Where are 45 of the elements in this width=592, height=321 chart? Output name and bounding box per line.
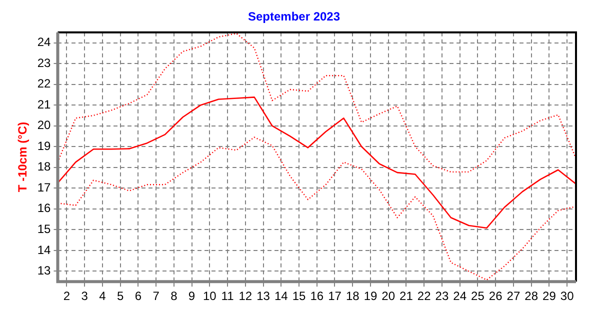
x-tick-label: 7 — [152, 289, 160, 304]
x-tick-label: 22 — [417, 289, 432, 304]
y-tick-label: 16 — [37, 201, 52, 216]
line-series — [58, 136, 576, 281]
x-tick-label: 13 — [256, 289, 270, 304]
x-tick-label: 17 — [328, 289, 342, 304]
y-tick-label: 14 — [37, 242, 52, 257]
x-tick-label: 30 — [560, 289, 574, 304]
x-tick-label: 3 — [81, 289, 88, 304]
x-tick-label: 27 — [506, 289, 520, 304]
y-axis-title: T -10cm (°C) — [16, 122, 30, 192]
x-tick-label: 16 — [310, 289, 324, 304]
y-tick-label: 15 — [37, 222, 52, 236]
y-tick-label: 17 — [37, 180, 52, 194]
x-tick-label: 18 — [346, 289, 360, 304]
x-tick-label: 11 — [221, 289, 234, 304]
x-tick-label: 8 — [170, 289, 178, 304]
x-tick-label: 12 — [238, 289, 252, 304]
x-tick-label: 25 — [471, 289, 485, 304]
y-tick-label: 24 — [37, 35, 52, 50]
y-tick-label: 13 — [37, 264, 52, 278]
x-tick-label: 15 — [292, 289, 306, 304]
x-tick-label: 23 — [435, 289, 449, 304]
x-tick-label: 5 — [116, 289, 124, 304]
x-tick-label: 6 — [134, 289, 142, 304]
x-tick-label: 9 — [188, 289, 196, 304]
x-tick-label: 26 — [488, 289, 503, 304]
y-tick-label: 19 — [37, 138, 52, 153]
x-tick-label: 28 — [524, 289, 538, 304]
x-tick-label: 20 — [382, 289, 396, 304]
x-tick-label: 29 — [542, 289, 556, 304]
x-tick-label: 2 — [63, 289, 70, 304]
y-tick-label: 20 — [37, 118, 52, 132]
y-tick-label: 23 — [37, 56, 52, 70]
x-tick-label: 21 — [400, 289, 414, 304]
x-tick-label: 19 — [364, 289, 378, 304]
line-series — [58, 32, 576, 173]
x-tick-label: 4 — [99, 289, 106, 304]
x-tick-label: 10 — [202, 289, 217, 304]
y-tick-label: 21 — [37, 97, 52, 112]
x-tick-label: 24 — [453, 289, 467, 304]
y-tick-label: 22 — [37, 76, 52, 91]
x-tick-label: 14 — [274, 289, 288, 304]
y-tick-label: 18 — [37, 160, 52, 174]
chart-title: September 2023 — [248, 10, 340, 24]
